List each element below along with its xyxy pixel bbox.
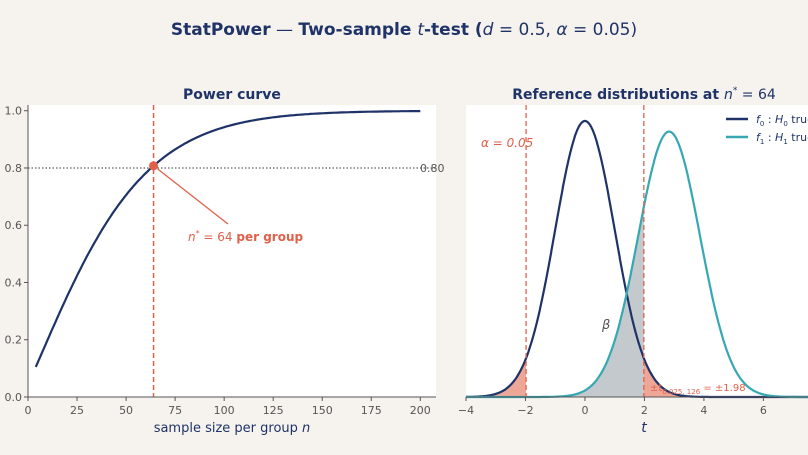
alpha-area-left	[466, 358, 527, 397]
alpha-area-right	[643, 358, 808, 397]
y-tick-label: 0.2	[5, 334, 23, 347]
distributions-xlabel: t	[641, 420, 647, 436]
y-tick-label: 0.8	[5, 162, 23, 175]
y-tick-label: 1.0	[5, 105, 23, 118]
alpha-label: α = 0.05	[481, 136, 533, 150]
distributions-title: Reference distributions at n* = 64	[512, 86, 776, 103]
x-tick-label: 0	[581, 404, 588, 417]
y-tick-label: 0.0	[5, 391, 23, 404]
power-xlabel: sample size per group n	[154, 421, 311, 436]
legend-label-f1: f1 : H1 true	[756, 131, 808, 146]
n-star-annotation: n* = 64 per group	[188, 229, 304, 244]
x-tick-label: 6	[760, 404, 767, 417]
x-tick-label: 150	[312, 404, 333, 417]
annotation-arrow	[157, 168, 229, 225]
x-tick-label: 2	[641, 404, 648, 417]
legend: f0 : H0 true f1 : H1 true	[726, 113, 808, 146]
legend-label-f0: f0 : H0 true	[756, 113, 808, 128]
x-tick-label: 175	[361, 404, 382, 417]
y-tick-label: 0.6	[5, 219, 23, 232]
x-tick-label: 25	[70, 404, 84, 417]
x-tick-label: 0	[25, 404, 32, 417]
power-plot-area	[28, 105, 436, 397]
x-tick-label: 4	[700, 404, 707, 417]
power-curve	[34, 110, 421, 368]
y-tick-label: 0.4	[5, 276, 23, 289]
x-tick-label: −2	[517, 404, 533, 417]
beta-label: β	[601, 318, 610, 333]
x-tick-label: −4	[458, 404, 474, 417]
x-tick-label: 200	[410, 404, 431, 417]
figure-title: StatPower — Two-sample t-test (d = 0.5, …	[171, 20, 637, 40]
n-star-point	[149, 161, 159, 171]
x-tick-label: 100	[214, 404, 235, 417]
x-tick-label: 75	[168, 404, 182, 417]
beta-area	[466, 206, 644, 397]
x-tick-label: 125	[263, 404, 284, 417]
x-tick-label: 50	[119, 404, 133, 417]
power-title: Power curve	[183, 87, 281, 103]
critical-value-label: ±t0.025, 126 = ±1.98	[650, 383, 746, 396]
target-power-label: 0.80	[420, 162, 445, 175]
